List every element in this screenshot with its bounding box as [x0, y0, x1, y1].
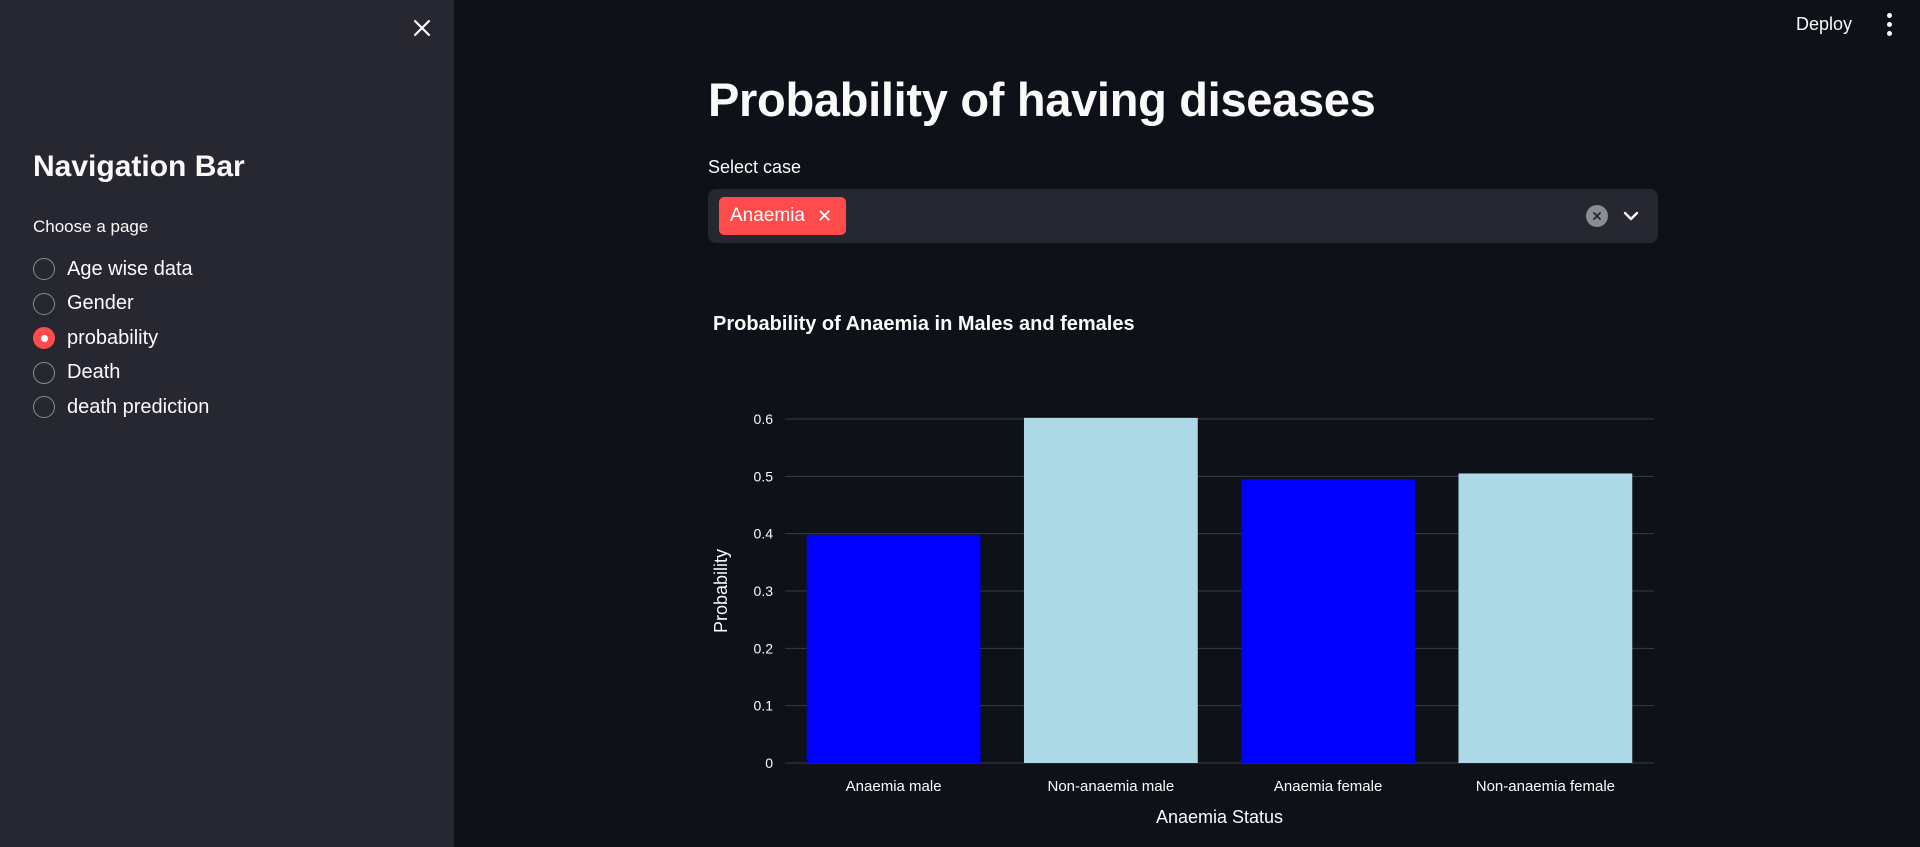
close-sidebar-button[interactable]: [408, 14, 436, 42]
x-tick-label: Anaemia male: [846, 778, 942, 795]
chart-title: Probability of Anaemia in Males and fema…: [713, 313, 1135, 335]
radio-option-label: Death: [67, 361, 121, 384]
y-tick-label: 0.1: [754, 698, 774, 714]
y-tick-label: 0: [765, 755, 773, 771]
x-tick-label: Non-anaemia female: [1476, 778, 1615, 795]
page-radio-group: Age wise data Gender probability Death d…: [33, 252, 209, 425]
probability-bar-chart: Probability of Anaemia in Males and fema…: [700, 300, 1670, 847]
y-axis-label: Probability: [711, 549, 731, 633]
sidebar-title: Navigation Bar: [33, 150, 245, 183]
bar: [1023, 417, 1198, 763]
select-case-label: Select case: [708, 157, 802, 177]
sidebar: Navigation Bar Choose a page Age wise da…: [0, 0, 454, 847]
main-menu-button[interactable]: [1878, 10, 1900, 38]
radio-option-label: Age wise data: [67, 257, 193, 280]
chevron-down-icon[interactable]: [1619, 204, 1643, 228]
kebab-menu-icon: [1886, 21, 1892, 27]
y-tick-label: 0.3: [754, 583, 774, 599]
x-tick-label: Anaemia female: [1274, 778, 1382, 795]
x-tick-label: Non-anaemia male: [1048, 778, 1175, 795]
deploy-button[interactable]: Deploy: [1796, 13, 1853, 34]
bar: [1241, 479, 1416, 763]
case-multiselect[interactable]: Anaemia ✕: [708, 189, 1658, 243]
radio-button[interactable]: [33, 258, 55, 281]
radio-option-label: Gender: [67, 292, 134, 315]
bar: [806, 534, 981, 763]
radio-option-death-prediction[interactable]: death prediction: [33, 390, 209, 425]
bar: [1458, 473, 1633, 763]
radio-group-label: Choose a page: [33, 217, 149, 236]
radio-button[interactable]: [33, 361, 55, 384]
y-tick-label: 0.5: [754, 468, 774, 484]
tag-label: Anaemia: [730, 205, 805, 226]
radio-button[interactable]: [33, 292, 55, 315]
radio-option-gender[interactable]: Gender: [33, 287, 209, 322]
kebab-menu-icon: [1886, 12, 1892, 18]
close-icon: [413, 19, 431, 37]
page-title: Probability of having diseases: [708, 73, 1376, 126]
radio-option-label: death prediction: [67, 395, 210, 418]
clear-all-icon[interactable]: [1586, 205, 1608, 227]
radio-button[interactable]: [33, 396, 55, 419]
remove-tag-icon[interactable]: ✕: [817, 205, 833, 226]
selected-tag-anaemia: Anaemia ✕: [719, 197, 847, 235]
chart-svg: Probability of Anaemia in Males and fema…: [711, 313, 1654, 827]
radio-option-age-wise-data[interactable]: Age wise data: [33, 252, 209, 287]
x-axis-label: Anaemia Status: [1156, 807, 1283, 827]
radio-button-selected[interactable]: [33, 327, 55, 350]
y-tick-label: 0.2: [754, 640, 774, 656]
radio-option-death[interactable]: Death: [33, 356, 209, 391]
kebab-menu-icon: [1886, 30, 1892, 36]
y-tick-label: 0.6: [754, 411, 774, 427]
y-tick-label: 0.4: [754, 526, 774, 542]
radio-option-probability[interactable]: probability: [33, 321, 209, 356]
radio-option-label: probability: [67, 326, 159, 349]
